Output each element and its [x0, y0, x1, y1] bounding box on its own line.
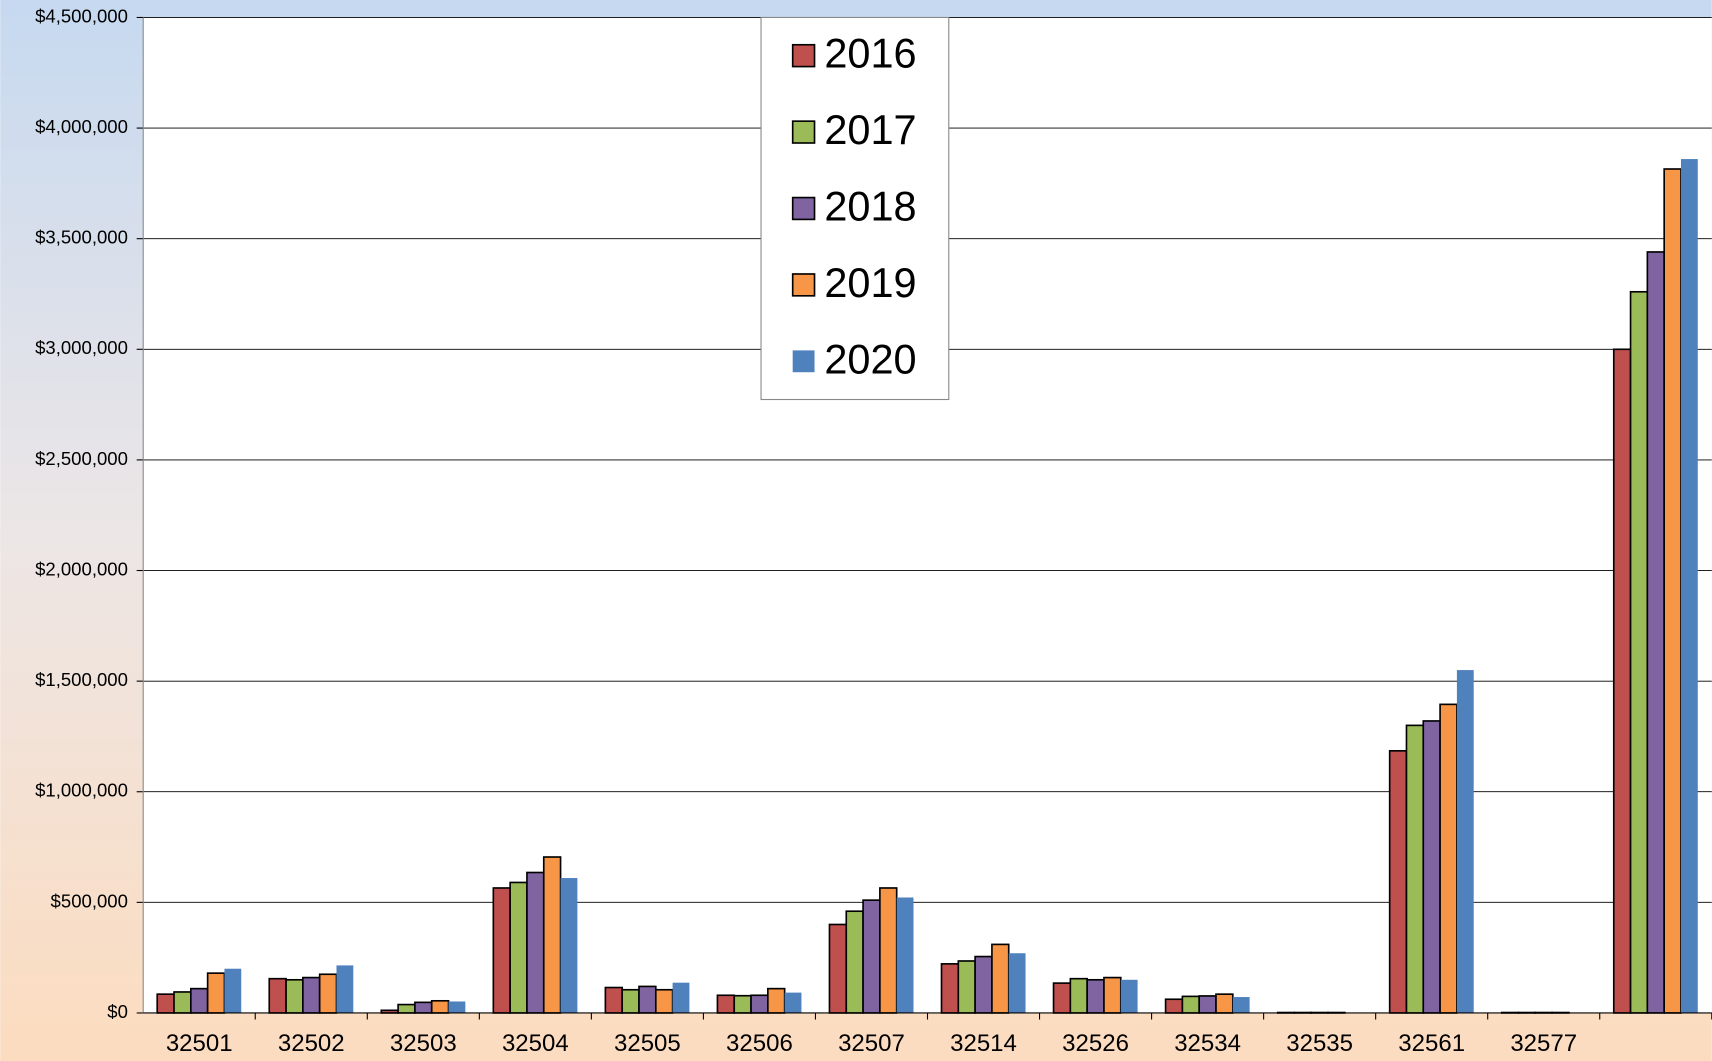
- bar: [991, 943, 1010, 1014]
- bar: [604, 986, 624, 1014]
- bar: [784, 992, 802, 1013]
- x-tick-label: 32502: [278, 1030, 345, 1057]
- bar: [1405, 724, 1425, 1014]
- x-tick-label: 32526: [1062, 1030, 1129, 1057]
- bar: [1120, 979, 1138, 1013]
- y-tick-label: $2,500,000: [35, 448, 128, 469]
- bar: [1663, 168, 1682, 1014]
- y-tick-label: $500,000: [51, 890, 128, 911]
- bar: [492, 887, 511, 1014]
- bar: [560, 878, 578, 1013]
- bar: [957, 960, 976, 1014]
- bar: [940, 963, 960, 1014]
- y-tick-label: $2,000,000: [35, 558, 128, 579]
- x-tick-label: 32503: [390, 1030, 457, 1057]
- legend-label: 2017: [824, 106, 916, 153]
- bar: [526, 871, 545, 1014]
- bar: [1103, 976, 1122, 1014]
- bar: [1164, 998, 1184, 1014]
- bar: [672, 982, 690, 1013]
- bar: [621, 988, 640, 1014]
- x-tick-label: 32577: [1510, 1030, 1577, 1057]
- bar: [1069, 977, 1088, 1014]
- y-tick-label: $1,500,000: [35, 669, 128, 690]
- bar: [1646, 251, 1665, 1014]
- legend-label: 2016: [824, 30, 916, 77]
- x-tick-label: 32535: [1286, 1030, 1353, 1057]
- bar: [974, 955, 993, 1014]
- y-tick-label: $3,500,000: [35, 227, 128, 248]
- y-tick-label: $0: [107, 1001, 128, 1022]
- bar: [190, 987, 209, 1014]
- bar: [1422, 720, 1441, 1014]
- bar: [828, 923, 848, 1014]
- bar: [448, 1001, 466, 1013]
- bar: [750, 994, 769, 1014]
- legend-swatch: [792, 350, 815, 373]
- bar: [654, 988, 674, 1014]
- bar: [1198, 995, 1217, 1014]
- legend-label: 2018: [824, 183, 916, 230]
- legend-swatch: [791, 43, 816, 68]
- bar: [1086, 978, 1105, 1014]
- bar: [336, 965, 354, 1013]
- bar: [268, 977, 287, 1014]
- bar: [430, 999, 450, 1014]
- legend-swatch: [791, 196, 816, 221]
- bar: [1388, 750, 1408, 1014]
- x-tick-label: 32507: [838, 1030, 905, 1057]
- bar: [1232, 997, 1250, 1013]
- bar: [1439, 703, 1458, 1014]
- bar: [1008, 953, 1026, 1013]
- bar: [767, 987, 786, 1014]
- bar: [862, 899, 881, 1014]
- bar: [156, 993, 175, 1014]
- bar: [509, 881, 528, 1014]
- bar: [733, 994, 752, 1014]
- x-tick-label: 32534: [1174, 1030, 1241, 1057]
- x-tick-label: 32505: [614, 1030, 681, 1057]
- bar: [1612, 348, 1632, 1014]
- bar: [1456, 670, 1474, 1013]
- y-tick-label: $4,500,000: [35, 5, 128, 26]
- bar: [318, 973, 338, 1014]
- x-tick-label: 32561: [1398, 1030, 1465, 1057]
- bar: [414, 1001, 433, 1014]
- bar: [224, 968, 242, 1013]
- bar: [173, 991, 192, 1014]
- bar: [285, 978, 304, 1014]
- bar: [1680, 159, 1698, 1013]
- bar: [206, 972, 226, 1014]
- bar: [302, 976, 321, 1014]
- x-tick-label: 32514: [950, 1030, 1017, 1057]
- y-tick-label: $1,000,000: [35, 780, 128, 801]
- bar: [397, 1003, 416, 1014]
- x-tick-label: 32501: [166, 1030, 233, 1057]
- legend-swatch: [791, 273, 816, 297]
- bar: [638, 985, 657, 1014]
- x-tick-label: 32504: [502, 1030, 569, 1057]
- y-tick-label: $4,000,000: [35, 116, 128, 137]
- bar: [542, 856, 562, 1014]
- bar: [1052, 982, 1072, 1014]
- bar: [1215, 993, 1234, 1014]
- bar: [1181, 995, 1201, 1014]
- legend-label: 2020: [824, 335, 916, 382]
- x-tick-label: 32506: [726, 1030, 793, 1057]
- bar: [879, 887, 898, 1014]
- bar: [845, 910, 864, 1014]
- y-tick-label: $3,000,000: [35, 337, 128, 358]
- bar: [1629, 290, 1649, 1014]
- legend-swatch: [791, 120, 816, 144]
- bar: [716, 994, 736, 1014]
- bar: [896, 897, 914, 1013]
- legend-label: 2019: [824, 259, 916, 306]
